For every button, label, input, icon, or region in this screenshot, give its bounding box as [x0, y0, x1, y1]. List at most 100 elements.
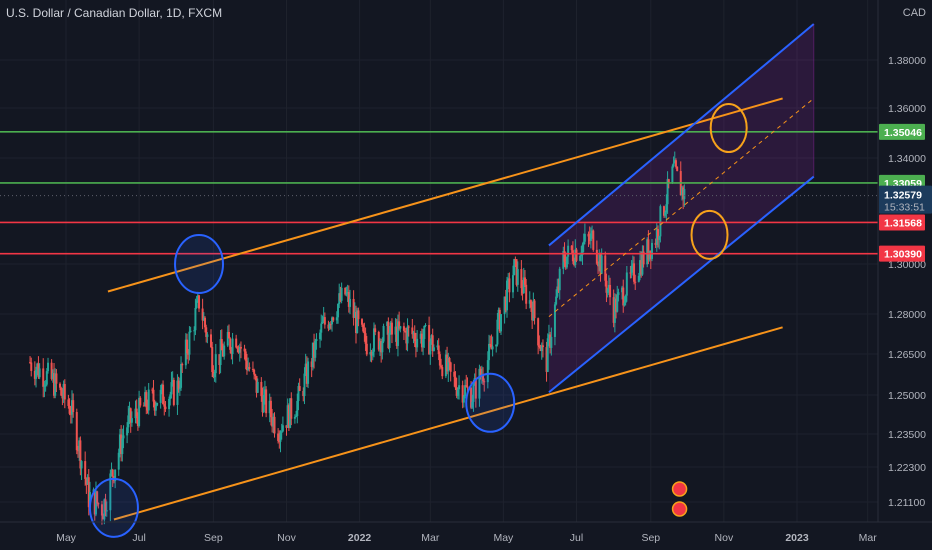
candle: [201, 308, 204, 321]
candle: [193, 330, 196, 332]
candle: [156, 402, 159, 406]
candle: [169, 394, 172, 399]
candle: [640, 260, 643, 275]
candle: [547, 334, 550, 339]
candle: [503, 296, 506, 315]
candle: [219, 339, 222, 366]
candle: [479, 368, 482, 378]
candle: [516, 269, 519, 285]
countdown-label: 15:33:51: [884, 202, 925, 214]
candle: [227, 331, 230, 339]
candle: [683, 189, 686, 200]
candle: [212, 371, 215, 378]
candle: [615, 298, 618, 312]
candle: [511, 275, 514, 293]
candle: [538, 345, 541, 347]
candle: [104, 499, 107, 512]
candle: [144, 392, 147, 406]
candle: [420, 333, 423, 348]
candle: [323, 317, 326, 325]
y-tick-label: 1.22300: [888, 462, 926, 474]
x-tick-label: Jul: [132, 532, 145, 544]
candle: [305, 363, 308, 384]
candle: [105, 510, 108, 512]
candle: [162, 384, 165, 405]
y-tick-label: 1.25000: [888, 390, 926, 402]
candle: [555, 296, 558, 305]
candle: [447, 358, 450, 372]
level-price-tag: 1.31568: [884, 217, 922, 229]
candle: [456, 389, 459, 396]
candle: [170, 382, 173, 395]
candle: [29, 362, 32, 364]
candle: [607, 284, 610, 289]
candle: [213, 373, 216, 378]
candle: [279, 432, 282, 442]
candle: [121, 438, 124, 455]
candle: [605, 280, 608, 293]
candle: [230, 349, 233, 354]
candle: [405, 330, 408, 344]
candle: [440, 365, 443, 368]
candle: [416, 338, 419, 348]
candle: [36, 363, 39, 370]
candle: [500, 314, 503, 332]
candle: [458, 385, 461, 390]
candle: [528, 300, 531, 304]
candle: [94, 491, 97, 515]
candle: [630, 265, 633, 273]
candle: [146, 407, 149, 411]
candle: [237, 348, 240, 353]
candle: [424, 325, 427, 327]
candle: [271, 417, 274, 427]
candle: [320, 323, 323, 333]
candle: [598, 254, 601, 267]
candle: [582, 241, 585, 245]
candle: [44, 384, 47, 386]
candle: [277, 433, 280, 441]
candle: [378, 341, 381, 350]
candle: [243, 348, 246, 352]
y-tick-label: 1.21100: [888, 497, 925, 509]
candle: [63, 384, 66, 400]
candle: [33, 370, 36, 379]
candle: [151, 389, 154, 391]
candle: [549, 334, 552, 348]
candle: [404, 330, 407, 332]
candle: [111, 469, 114, 477]
candle: [540, 345, 543, 352]
candle: [322, 317, 325, 322]
candle: [412, 332, 415, 335]
x-tick-label: May: [56, 532, 77, 544]
candle: [42, 368, 45, 387]
candle: [388, 332, 391, 348]
candle: [377, 332, 380, 350]
candle: [472, 385, 475, 402]
candle: [471, 401, 474, 408]
candle: [97, 503, 100, 505]
candle: [387, 321, 390, 348]
candle: [231, 338, 234, 354]
candle: [449, 362, 452, 372]
candle: [328, 323, 331, 329]
candle: [210, 334, 213, 348]
candle: [448, 358, 451, 363]
candle: [581, 244, 584, 256]
candle: [289, 398, 292, 428]
candle: [371, 351, 374, 356]
x-tick-label: Mar: [859, 532, 878, 544]
candle: [178, 387, 181, 390]
candle: [189, 330, 192, 332]
candle: [272, 416, 275, 427]
candle: [332, 317, 335, 321]
candle: [616, 295, 619, 312]
candle: [381, 341, 384, 353]
orange-circle-2: [690, 209, 729, 260]
candle: [142, 405, 145, 407]
candle: [352, 298, 355, 318]
candle: [96, 491, 99, 504]
candle: [466, 386, 469, 388]
candle: [428, 325, 431, 355]
candle: [103, 499, 106, 520]
